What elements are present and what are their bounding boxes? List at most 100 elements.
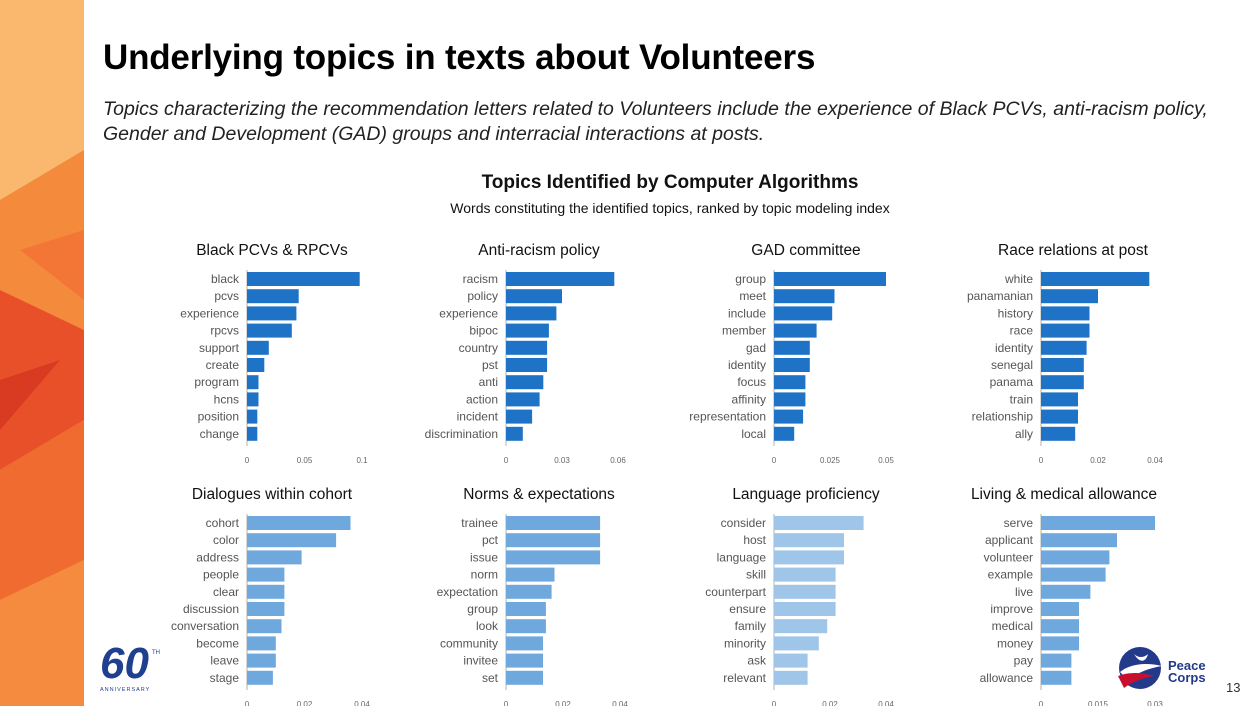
chart-dialogues-within-cohort: Dialogues within cohort cohort color addres…	[171, 486, 370, 706]
page-title: Underlying topics in texts about Volunte…	[103, 38, 816, 77]
x-tick-label: 0.02	[822, 700, 838, 706]
peace-corps-wordmark: Peace Corps	[1168, 658, 1206, 684]
bar-pst	[506, 358, 548, 372]
category-label: conversation	[171, 619, 239, 633]
category-label: invitee	[463, 654, 498, 668]
peace-corps-line-1: Peace	[1168, 658, 1206, 673]
bar-people	[247, 567, 285, 582]
bar-volunteer	[1041, 550, 1110, 565]
bar-cohort	[247, 516, 351, 530]
bar-create	[247, 358, 265, 372]
x-tick-label: 0	[1039, 700, 1044, 706]
category-label: ensure	[729, 602, 766, 616]
category-label: experience	[180, 306, 239, 320]
bar-experience	[506, 306, 557, 321]
category-label: live	[1015, 585, 1033, 599]
bar-panamanian	[1041, 289, 1098, 304]
category-label: address	[196, 550, 239, 564]
category-label: include	[728, 306, 766, 320]
bar-discrimination	[506, 426, 523, 441]
bar-community	[506, 636, 543, 651]
bar-stage	[247, 670, 273, 685]
category-label: action	[466, 392, 498, 406]
x-tick-label: 0.05	[297, 456, 313, 465]
x-tick-label: 0.05	[878, 456, 894, 465]
category-label: create	[206, 358, 240, 372]
category-label: position	[198, 410, 239, 424]
category-label: anti	[479, 375, 498, 389]
category-label: consider	[721, 516, 766, 530]
category-label: identity	[995, 341, 1033, 355]
bar-group	[506, 602, 546, 616]
chart-title: GAD committee	[751, 242, 860, 259]
x-tick-label: 0.04	[354, 700, 370, 706]
bar-consider	[774, 516, 864, 530]
bar-train	[1041, 392, 1078, 407]
category-label: applicant	[985, 533, 1034, 547]
bar-white	[1041, 272, 1150, 286]
category-label: pay	[1014, 654, 1033, 668]
bar-panama	[1041, 375, 1084, 390]
category-label: family	[735, 619, 766, 633]
category-label: hcns	[214, 392, 239, 406]
bar-identity	[774, 358, 810, 372]
category-label: norm	[471, 568, 498, 582]
decorative-side-band	[0, 0, 84, 706]
chart-norms-expectations: Norms & expectations trainee pct issue norm e…	[437, 486, 629, 706]
bar-anti	[506, 375, 544, 390]
bar-black	[247, 272, 360, 286]
svg-text:60: 60	[100, 640, 149, 688]
category-label: pcvs	[214, 289, 239, 303]
category-label: community	[440, 636, 498, 650]
category-label: relationship	[972, 410, 1034, 424]
category-label: identity	[728, 358, 766, 372]
x-tick-label: 0	[504, 456, 509, 465]
bar-minority	[774, 636, 819, 651]
category-label: cohort	[206, 516, 240, 530]
bar-look	[506, 619, 546, 634]
bar-medical	[1041, 619, 1079, 634]
bar-include	[774, 306, 833, 321]
category-label: serve	[1004, 516, 1034, 530]
category-label: gad	[746, 341, 766, 355]
category-label: local	[741, 427, 766, 441]
x-tick-label: 0.025	[820, 456, 841, 465]
category-label: experience	[439, 306, 498, 320]
chart-black-pcvs-rpcvs: Black PCVs & RPCVs black pcvs experience rpc…	[180, 242, 368, 465]
svg-text:TH: TH	[152, 650, 160, 656]
category-label: history	[998, 306, 1033, 320]
chart-living-medical-allowance: Living & medical allowance serve applicant…	[971, 486, 1163, 706]
category-label: panama	[990, 375, 1034, 389]
category-label: improve	[990, 602, 1033, 616]
bar-action	[506, 392, 540, 407]
bar-country	[506, 340, 548, 355]
bar-expectation	[506, 584, 552, 599]
bar-position	[247, 409, 258, 424]
chart-gad-committee: GAD committee group meet include member gad id…	[689, 242, 894, 465]
x-tick-label: 0.04	[1147, 456, 1163, 465]
bar-identity	[1041, 340, 1087, 355]
category-label: racism	[463, 272, 498, 286]
svg-text:ANNIVERSARY: ANNIVERSARY	[100, 687, 150, 693]
x-tick-label: 0	[504, 700, 509, 706]
category-label: color	[213, 533, 239, 547]
bar-relevant	[774, 670, 808, 685]
category-label: white	[1004, 272, 1033, 286]
chart-title: Anti-racism policy	[478, 242, 600, 259]
category-label: black	[211, 272, 240, 286]
category-label: trainee	[461, 516, 498, 530]
bar-discussion	[247, 602, 285, 616]
category-label: change	[200, 427, 240, 441]
bar-gad	[774, 340, 810, 355]
bar-language	[774, 550, 844, 565]
category-label: panamanian	[967, 289, 1033, 303]
category-label: expectation	[437, 585, 498, 599]
category-label: discussion	[183, 602, 239, 616]
bar-meet	[774, 289, 835, 304]
bar-hcns	[247, 392, 259, 407]
x-tick-label: 0.06	[610, 456, 626, 465]
category-label: look	[476, 619, 499, 633]
category-label: money	[997, 636, 1033, 650]
category-label: volunteer	[984, 550, 1033, 564]
bar-set	[506, 670, 543, 685]
